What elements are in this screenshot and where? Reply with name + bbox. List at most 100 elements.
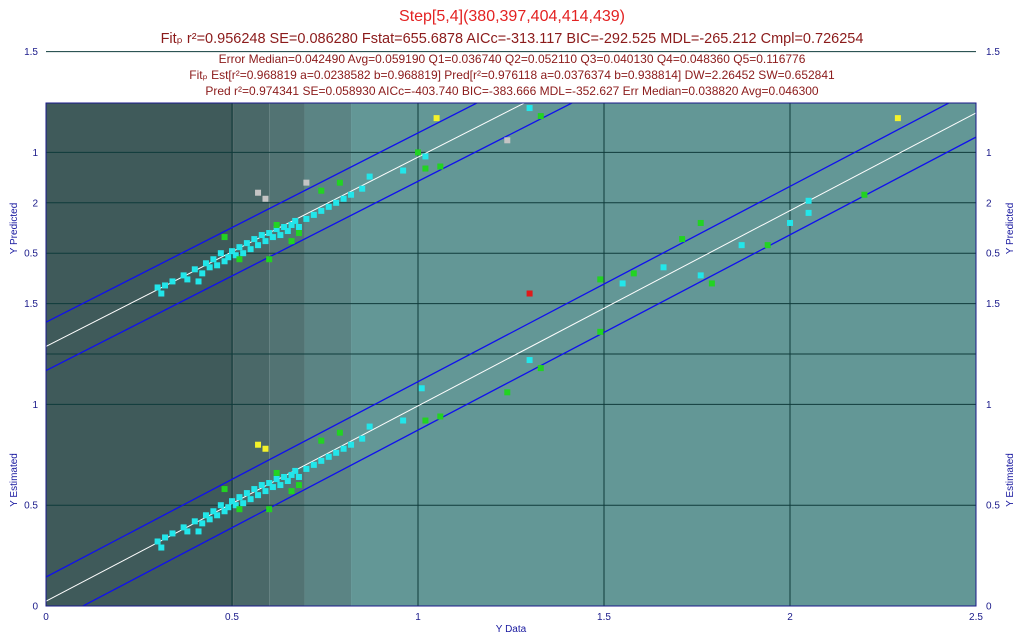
bottom-data-point-cyan	[277, 482, 284, 489]
top-data-point-yellow	[433, 115, 440, 122]
bottom-data-point-cyan	[180, 524, 187, 531]
top-data-point-cyan	[422, 153, 429, 160]
bottom-data-point-yellow	[894, 115, 901, 122]
top-y-axis-label-right: Y Predicted	[1005, 203, 1016, 255]
top-data-point-cyan	[281, 223, 288, 230]
bottom-data-point-cyan	[310, 461, 317, 468]
top-data-point-cyan	[195, 278, 202, 285]
top-fit-line	[46, 103, 526, 347]
top-data-point-cyan	[225, 254, 232, 261]
top-data-point-gray	[527, 39, 533, 45]
bottom-data-point-cyan	[805, 197, 812, 204]
top-data-point-cyan	[366, 173, 373, 180]
bottom-data-point-cyan	[191, 518, 198, 525]
top-data-point-cyan	[269, 234, 276, 241]
bottom-data-point-green	[697, 219, 704, 226]
bottom-data-point-cyan	[697, 272, 704, 279]
plot-area	[46, 8, 976, 606]
bottom-data-point-cyan	[418, 385, 425, 392]
bottom-data-point-cyan	[348, 441, 355, 448]
bottom-y-tick-right: 2	[986, 198, 992, 209]
bottom-data-point-red	[526, 290, 533, 297]
bottom-data-point-cyan	[202, 512, 209, 519]
top-data-point-cyan	[243, 240, 250, 247]
bottom-lower-band-line	[81, 136, 976, 606]
bottom-data-point-green	[764, 242, 771, 249]
x-tick-label: 0	[43, 612, 49, 623]
x-tick-label: 1	[415, 612, 421, 623]
top-data-point-cyan	[162, 282, 169, 289]
bottom-y-axis-label-right: Y Estimated	[1005, 453, 1016, 507]
bottom-y-tick-left: 2	[32, 198, 38, 209]
top-data-point-cyan	[698, 20, 704, 26]
top-data-point-gray	[262, 195, 269, 202]
bottom-data-point-cyan	[281, 473, 288, 480]
bottom-data-point-green	[288, 488, 295, 495]
top-data-point-cyan	[303, 215, 310, 222]
bottom-data-point-cyan	[660, 264, 667, 271]
bottom-data-point-cyan	[292, 467, 299, 474]
top-data-point-cyan	[217, 250, 224, 257]
top-data-point-cyan	[210, 256, 217, 263]
top-data-point-gray	[594, 26, 600, 32]
bottom-data-point-cyan	[619, 280, 626, 287]
bottom-data-point-green	[679, 236, 686, 243]
top-data-point-cyan	[206, 264, 213, 271]
top-data-point-green	[437, 163, 444, 170]
bottom-data-point-cyan	[162, 534, 169, 541]
top-data-point-cyan	[180, 272, 187, 279]
top-data-point-green	[422, 165, 429, 172]
bottom-data-point-cyan	[787, 219, 793, 226]
top-data-point-green	[221, 234, 228, 241]
bottom-data-point-cyan	[303, 465, 310, 472]
top-data-point-cyan	[526, 105, 533, 112]
bottom-data-point-green	[537, 365, 544, 372]
top-data-point-green	[295, 230, 302, 237]
top-data-point-green	[661, 8, 667, 14]
top-data-point-cyan	[232, 252, 239, 259]
bottom-data-point-green	[266, 506, 273, 513]
top-data-point-cyan	[240, 250, 247, 257]
bottom-data-point-green	[336, 429, 343, 436]
top-data-point-green	[597, 73, 603, 79]
bottom-data-point-yellow	[255, 441, 262, 448]
top-data-point-cyan	[340, 195, 347, 202]
bottom-data-point-cyan	[221, 508, 228, 515]
top-data-point-cyan	[221, 258, 228, 265]
top-data-point-cyan	[184, 276, 191, 283]
top-data-point-cyan	[359, 185, 366, 192]
top-data-point-green	[236, 256, 243, 263]
bottom-data-point-cyan	[255, 492, 262, 499]
bottom-data-point-cyan	[318, 457, 325, 464]
bottom-data-point-cyan	[236, 494, 243, 501]
bottom-y-tick-left: 0.5	[24, 501, 38, 512]
bottom-data-point-cyan	[169, 530, 176, 537]
bottom-y-tick-right: 0.5	[986, 501, 1000, 512]
bottom-data-point-cyan	[738, 242, 745, 249]
bottom-data-point-cyan	[206, 516, 213, 523]
top-data-point-green	[318, 187, 325, 194]
top-data-point-green	[415, 149, 421, 156]
bottom-data-point-cyan	[184, 528, 191, 535]
bottom-y-tick-right: 1	[986, 400, 992, 411]
top-data-point-cyan	[154, 284, 161, 291]
top-y-tick-right: 1	[986, 148, 992, 159]
top-data-point-cyan	[214, 262, 221, 269]
x-axis-label: Y Data	[496, 624, 527, 635]
bottom-data-point-green	[273, 469, 280, 476]
top-data-point-cyan	[191, 266, 198, 273]
bottom-y-tick-left: 1.5	[24, 299, 38, 310]
bottom-data-point-cyan	[158, 544, 165, 551]
top-data-point-cyan	[333, 199, 340, 206]
bottom-data-point-cyan	[288, 471, 295, 478]
bottom-data-point-cyan	[232, 502, 239, 509]
bottom-data-point-green	[221, 486, 228, 493]
x-tick-label: 2.5	[969, 612, 983, 623]
bottom-data-point-cyan	[333, 449, 340, 456]
bottom-y-tick-left: 1	[32, 400, 38, 411]
bottom-fit-line	[46, 112, 976, 602]
top-upper-band-line	[46, 103, 479, 323]
top-data-point-cyan	[266, 230, 273, 237]
bottom-data-point-cyan	[243, 490, 250, 497]
bottom-data-point-cyan	[247, 496, 254, 503]
